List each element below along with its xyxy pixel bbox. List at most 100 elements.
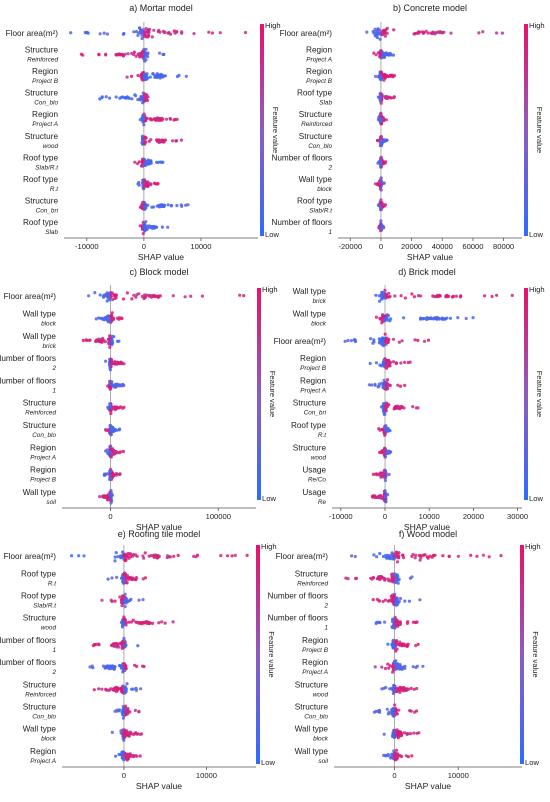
shap-point	[103, 495, 107, 499]
shap-point	[145, 116, 149, 120]
shap-point	[130, 51, 134, 56]
shap-point	[377, 299, 382, 303]
shap-point	[94, 339, 98, 344]
shap-point	[379, 293, 383, 297]
shap-point	[138, 205, 142, 209]
shap-point	[155, 160, 159, 164]
feature-sublabel: 2	[51, 365, 56, 372]
shap-point	[388, 73, 393, 77]
colorbar-low-label: Low	[265, 230, 279, 239]
shap-point	[379, 99, 383, 103]
colorbar-low-label: Low	[262, 494, 276, 503]
shap-point	[397, 340, 401, 344]
shap-point	[140, 36, 144, 41]
shap-point	[125, 75, 129, 79]
feature-sublabel: block	[317, 186, 333, 193]
shap-point	[142, 185, 146, 189]
shap-point	[123, 605, 127, 609]
feature-points	[376, 198, 388, 212]
shap-point	[383, 332, 387, 336]
shap-point	[386, 295, 390, 299]
shap-point	[392, 618, 396, 622]
feature-label: Region	[300, 354, 326, 363]
feature-points	[140, 134, 184, 146]
feature-sublabel: Project B	[306, 78, 333, 85]
colorbar	[524, 288, 528, 500]
feature-points	[92, 682, 143, 695]
shap-point	[387, 383, 392, 387]
x-tick-label: 0	[122, 771, 126, 780]
shap-point	[121, 297, 126, 301]
colorbar-low-label: Low	[529, 494, 543, 503]
shap-point	[383, 498, 387, 502]
shap-point	[379, 161, 383, 165]
shap-point	[403, 666, 407, 671]
feature-points	[374, 288, 514, 303]
feature-points	[104, 444, 125, 459]
shap-point	[104, 666, 109, 670]
feature-points	[375, 135, 389, 148]
colorbar	[520, 545, 524, 764]
shap-point	[477, 31, 481, 35]
shap-point	[122, 577, 126, 581]
shap-point	[394, 649, 398, 653]
feature-points	[378, 446, 393, 459]
shap-point	[137, 598, 141, 602]
shap-point	[393, 713, 397, 717]
shap-point	[113, 555, 117, 559]
feature-sublabel: Con_blo	[308, 143, 332, 150]
shap-point	[109, 448, 113, 452]
shap-point	[409, 732, 413, 736]
shap-point	[122, 735, 126, 740]
shap-point	[137, 26, 142, 30]
feature-sublabel: 2	[323, 603, 328, 610]
shap-point	[114, 382, 118, 387]
shap-point	[397, 730, 401, 734]
shap-point	[122, 668, 126, 672]
feature-label: Wall type	[295, 747, 329, 756]
shap-point	[161, 117, 165, 121]
shap-point	[134, 94, 138, 98]
shap-point	[109, 501, 113, 505]
shap-point	[109, 427, 113, 431]
x-tick-label: 10000	[419, 512, 440, 521]
feature-sublabel: Con_blo	[304, 714, 328, 721]
feature-points	[377, 219, 386, 233]
shap-point	[402, 316, 406, 320]
shap-point	[381, 225, 385, 229]
shap-point	[128, 552, 133, 556]
shap-point	[143, 296, 147, 300]
feature-points	[120, 615, 175, 629]
shap-point	[374, 53, 378, 57]
shap-point	[393, 294, 397, 298]
shap-point	[136, 182, 140, 186]
shap-point	[138, 55, 142, 59]
shap-point	[481, 553, 485, 557]
shap-point	[122, 663, 126, 668]
shap-point	[379, 219, 383, 223]
colorbar-label: Feature value	[268, 371, 277, 417]
shap-point	[422, 553, 426, 557]
shap-point	[119, 686, 123, 690]
shap-point	[110, 599, 114, 604]
shap-point	[174, 139, 178, 143]
shap-point	[149, 118, 153, 122]
feature-label: Wall type	[295, 725, 329, 734]
shap-point	[383, 620, 387, 624]
shap-point	[410, 754, 414, 758]
shap-point	[378, 96, 382, 100]
shap-point	[122, 636, 126, 641]
colorbar-high-label: High	[529, 21, 545, 30]
shap-point	[416, 31, 420, 35]
shap-point	[428, 554, 432, 558]
feature-sublabel: 2	[51, 669, 56, 676]
shap-point	[122, 553, 126, 558]
shap-point	[379, 111, 383, 115]
shap-point	[379, 206, 383, 210]
x-tick-label: 10000	[196, 771, 217, 780]
shap-point	[109, 380, 113, 384]
shap-point	[149, 138, 153, 142]
shap-point	[104, 428, 108, 432]
shap-point	[411, 665, 415, 669]
